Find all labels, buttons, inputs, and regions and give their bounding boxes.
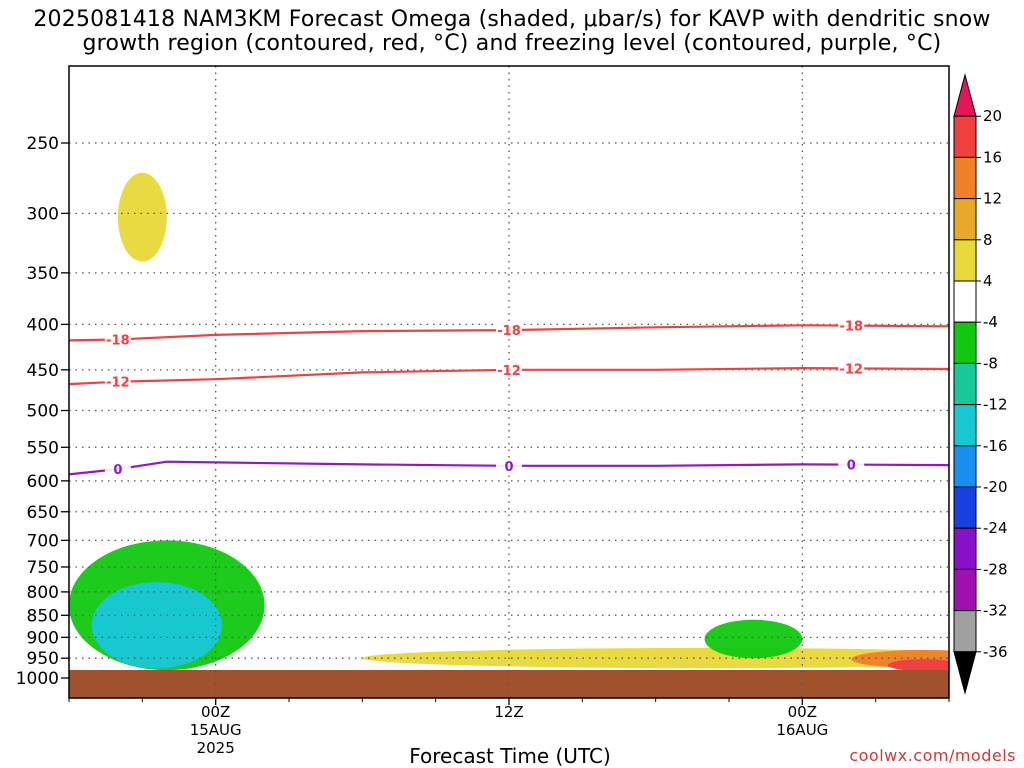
colorbar-bin-4 (953, 239, 977, 282)
colorbar-label-11: -28 (983, 560, 1008, 578)
colorbar-bin-1 (953, 115, 977, 158)
contour-label-0: 0 (847, 459, 856, 474)
colorbar-label-12: -32 (983, 602, 1008, 620)
colorbar-label-7: -12 (983, 396, 1008, 414)
colorbar-bin-3 (953, 198, 977, 241)
y-tick-label-950: 950 (27, 649, 59, 669)
x-tick-label-0: 00Z (201, 703, 230, 721)
x-tick-label-1: 12Z (494, 703, 523, 721)
y-tick-label-800: 800 (27, 583, 59, 603)
colorbar-bin-2 (953, 156, 977, 200)
site-credit[interactable]: coolwx.com/models (849, 746, 1016, 765)
colorbar-bin-8 (953, 404, 977, 447)
y-tick-label-550: 550 (27, 438, 59, 458)
contour-0 (69, 460, 949, 476)
contour-label--18: -18 (497, 324, 521, 339)
contour-label-bg (104, 461, 131, 478)
colorbar-label-8: -16 (983, 437, 1008, 455)
contour-label-0: 0 (113, 463, 122, 478)
y-tick-label-450: 450 (27, 361, 59, 381)
x-tick-label-2: 00Z (788, 703, 817, 721)
contour-label--12: -12 (497, 364, 521, 379)
colorbar-label-2: 12 (983, 190, 1002, 208)
contour-label-0: 0 (504, 460, 513, 475)
contour-label-bg (104, 373, 131, 390)
grid-lines (69, 66, 949, 698)
omega-core-strong-ascent (91, 581, 222, 669)
colorbar-bin-9 (953, 445, 977, 488)
omega-shading (69, 172, 949, 672)
colorbar-bin-10 (953, 486, 977, 529)
contour-lines: -18-18-18-18-12-12-12-120000 (69, 317, 949, 478)
y-tick-label-300: 300 (27, 204, 59, 224)
contour--18 (69, 324, 949, 342)
y-tick-label-600: 600 (27, 472, 59, 492)
colorbar-label-3: 8 (983, 231, 993, 249)
contour-label--18: -18 (106, 334, 130, 349)
x-tick-date-0: 15AUG (190, 721, 242, 739)
omega-region-0 (117, 172, 167, 262)
chart-title-line-1: 2025081418 NAM3KM Forecast Omega (shaded… (33, 7, 991, 32)
y-tick-label-700: 700 (27, 531, 59, 551)
colorbar-label-4: 4 (983, 272, 993, 290)
y-tick-label-400: 400 (27, 315, 59, 335)
colorbar-label-1: 16 (983, 148, 1002, 166)
colorbar-bin-7 (953, 362, 977, 406)
colorbar-bin-12 (953, 568, 977, 612)
contour-label-bg (496, 322, 522, 339)
colorbar-arrow-top (953, 73, 977, 117)
x-axis: 00Z15AUG202512Z00Z16AUG12Z00Z17AUG (68, 698, 950, 757)
y-tick-label-1000: 1000 (16, 669, 59, 689)
contour--12 (69, 366, 949, 386)
x-axis-label: Forecast Time (UTC) (409, 744, 611, 768)
colorbar-bin-13 (953, 610, 977, 653)
colorbar-bin-11 (953, 527, 977, 570)
contour-label-bg (496, 457, 522, 474)
colorbar-label-5: -4 (983, 313, 998, 331)
y-tick-label-750: 750 (27, 558, 59, 578)
contour-label-bg (104, 331, 131, 348)
contour-label--12: -12 (106, 376, 130, 391)
colorbar-bin-5 (953, 280, 977, 323)
y-tick-label-250: 250 (27, 134, 59, 154)
colorbar-label-10: -24 (983, 519, 1008, 537)
x-tick-date-2: 16AUG (776, 721, 828, 739)
contour-label-bg (838, 317, 865, 334)
omega-core-descent (887, 659, 949, 672)
y-tick-label-650: 650 (27, 503, 59, 523)
omega-region-4 (704, 619, 803, 659)
y-tick-label-350: 350 (27, 264, 59, 284)
colorbar-label-13: -36 (983, 643, 1008, 661)
colorbar-label-0: 20 (983, 107, 1002, 125)
colorbar: 20 16 12 8 4 -4 -8 -12 -16 -20 -24 -28 -32 -36 (953, 73, 1008, 695)
x-tick-year-0: 2025 (197, 739, 235, 757)
contour-label-bg (496, 361, 522, 378)
y-tick-label-900: 900 (27, 628, 59, 648)
omega-region-1 (362, 647, 949, 669)
contour-label--12: -12 (839, 362, 863, 377)
chart-title-line-2: growth region (contoured, red, °C) and f… (82, 31, 942, 56)
y-axis: 2503003504004505005506006507007508008509… (16, 134, 69, 689)
contour-label--18: -18 (839, 320, 863, 335)
colorbar-arrow-bottom (953, 651, 977, 695)
colorbar-label-6: -8 (983, 354, 998, 372)
colorbar-bin-6 (953, 321, 977, 364)
colorbar-label-9: -20 (983, 478, 1008, 496)
y-tick-label-850: 850 (27, 606, 59, 626)
contour-label-bg (838, 456, 865, 473)
y-tick-label-500: 500 (27, 402, 59, 422)
contour-label-bg (838, 360, 865, 377)
